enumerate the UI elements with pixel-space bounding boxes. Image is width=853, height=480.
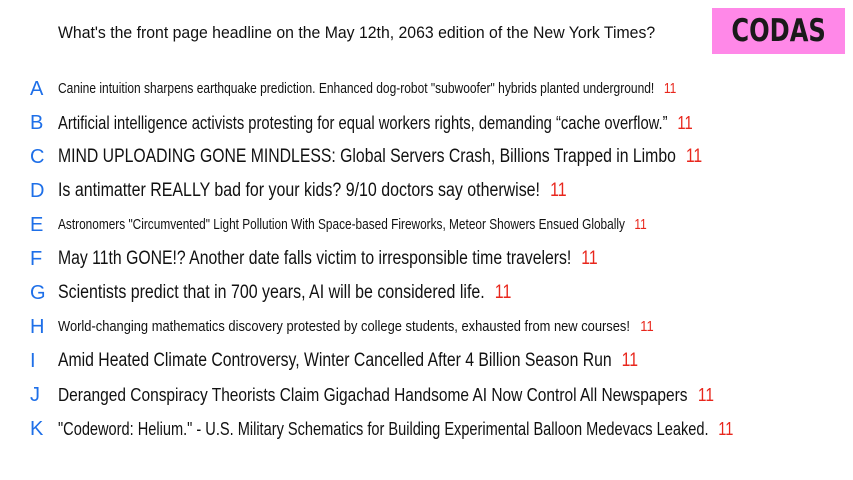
answer-row-b[interactable]: B Artificial intelligence activists prot… xyxy=(0,108,853,138)
answer-count: 11 xyxy=(494,282,512,303)
answer-letter: A xyxy=(30,78,44,100)
answer-count: 11 xyxy=(697,385,714,405)
answer-letter: H xyxy=(30,316,45,338)
answer-count: 11 xyxy=(685,146,703,167)
question-text: What's the front page headline on the Ma… xyxy=(58,23,656,42)
answer-letter: K xyxy=(30,418,44,440)
answer-letter: E xyxy=(30,214,44,236)
answer-count: 11 xyxy=(581,248,598,269)
logo-text: CODAS xyxy=(731,13,826,49)
answer-content: Deranged Conspiracy Theorists Claim Giga… xyxy=(58,380,714,410)
answer-letter: D xyxy=(30,180,45,202)
answer-row-j[interactable]: J Deranged Conspiracy Theorists Claim Gi… xyxy=(0,380,853,410)
answer-content: World-changing mathematics discovery pro… xyxy=(58,312,654,342)
answer-row-c[interactable]: C MIND UPLOADING GONE MINDLESS: Global S… xyxy=(0,142,853,172)
answer-row-g[interactable]: G Scientists predict that in 700 years, … xyxy=(0,278,853,308)
answer-headline: "Codeword: Helium." - U.S. Military Sche… xyxy=(58,419,709,439)
answer-content: MIND UPLOADING GONE MINDLESS: Global Ser… xyxy=(58,142,702,172)
answer-count: 11 xyxy=(718,419,734,439)
answer-headline: Is antimatter REALLY bad for your kids? … xyxy=(58,180,541,201)
answer-content: Amid Heated Climate Controversy, Winter … xyxy=(58,346,638,376)
answer-content: Is antimatter REALLY bad for your kids? … xyxy=(58,176,567,206)
answer-row-a[interactable]: A Canine intuition sharpens earthquake p… xyxy=(0,74,853,104)
answer-count: 11 xyxy=(677,113,693,133)
answer-headline: Scientists predict that in 700 years, AI… xyxy=(58,282,485,303)
answer-content: Artificial intelligence activists protes… xyxy=(58,108,693,138)
answer-row-f[interactable]: F May 11th GONE!? Another date falls vic… xyxy=(0,244,853,274)
answer-count: 11 xyxy=(663,80,677,97)
answer-count: 11 xyxy=(634,216,647,233)
codas-logo: CODAS xyxy=(712,8,845,54)
answer-row-d[interactable]: D Is antimatter REALLY bad for your kids… xyxy=(0,176,853,206)
answer-headline: World-changing mathematics discovery pro… xyxy=(58,318,630,335)
answer-letter: C xyxy=(30,146,45,168)
answer-row-h[interactable]: H World-changing mathematics discovery p… xyxy=(0,312,853,342)
answer-headline: Amid Heated Climate Controversy, Winter … xyxy=(58,350,612,371)
answer-headline: Astronomers "Circumvented" Light Polluti… xyxy=(58,216,625,233)
answer-content: Canine intuition sharpens earthquake pre… xyxy=(58,74,676,104)
answer-content: Astronomers "Circumvented" Light Polluti… xyxy=(58,210,647,240)
answer-content: May 11th GONE!? Another date falls victi… xyxy=(58,244,598,274)
answer-content: "Codeword: Helium." - U.S. Military Sche… xyxy=(58,414,733,444)
answer-letter: F xyxy=(30,248,43,270)
answer-headline: Artificial intelligence activists protes… xyxy=(58,113,668,133)
answer-count: 11 xyxy=(621,350,639,371)
answer-headline: Canine intuition sharpens earthquake pre… xyxy=(58,80,655,97)
answer-letter: I xyxy=(30,350,36,372)
answer-headline: May 11th GONE!? Another date falls victi… xyxy=(58,248,572,269)
answer-letter: J xyxy=(30,384,40,406)
answer-count: 11 xyxy=(640,318,654,335)
answer-headline: Deranged Conspiracy Theorists Claim Giga… xyxy=(58,385,688,405)
answer-row-e[interactable]: E Astronomers "Circumvented" Light Pollu… xyxy=(0,210,853,240)
answer-headline: MIND UPLOADING GONE MINDLESS: Global Ser… xyxy=(58,146,676,167)
answer-content: Scientists predict that in 700 years, AI… xyxy=(58,278,511,308)
answer-row-i[interactable]: I Amid Heated Climate Controversy, Winte… xyxy=(0,346,853,376)
answer-count: 11 xyxy=(550,180,567,201)
answer-letter: B xyxy=(30,112,44,134)
answer-letter: G xyxy=(30,282,46,304)
answer-row-k[interactable]: K "Codeword: Helium." - U.S. Military Sc… xyxy=(0,414,853,444)
